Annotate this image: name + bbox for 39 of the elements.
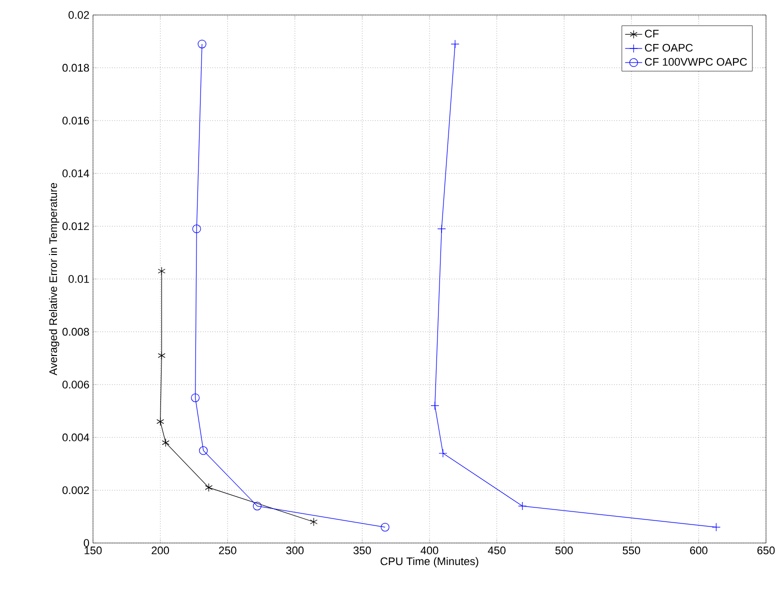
x-tick-label: 300 — [286, 546, 304, 554]
point — [158, 266, 166, 276]
y-tick-label: 0.014 — [62, 170, 90, 178]
x-tick-label: 500 — [555, 546, 573, 554]
x-tick-label: 150 — [84, 546, 102, 554]
y-tick-label: 0.006 — [62, 380, 89, 388]
point — [252, 502, 262, 510]
point — [162, 438, 170, 447]
y-tick-label: 0 — [84, 539, 90, 547]
x-tick-label: 400 — [420, 546, 438, 554]
x-tick-label: 650 — [757, 546, 775, 554]
point — [310, 518, 318, 526]
y-tick-label: 0.012 — [62, 222, 89, 230]
x-tick-label: 600 — [690, 546, 708, 554]
x-tick-label: 350 — [353, 546, 371, 554]
point — [199, 446, 208, 455]
point — [198, 40, 206, 48]
point — [190, 393, 200, 402]
point — [158, 351, 166, 360]
y-tick-label: 0.016 — [62, 116, 89, 124]
y-tick-label: 0.01 — [68, 275, 89, 283]
point — [192, 224, 201, 234]
point — [156, 417, 164, 426]
x-tick-label: 450 — [488, 546, 506, 554]
point — [380, 522, 390, 532]
legend-label: CF OAPC — [645, 44, 693, 52]
x-tick-label: 550 — [622, 546, 640, 554]
x-tick-label: 250 — [219, 546, 236, 554]
x-axis-title: CPU Time (Minutes) — [380, 557, 478, 568]
y-tick-label: 0.02 — [68, 11, 89, 19]
legend-label: CF 100VWPC OAPC — [645, 58, 747, 66]
legend-label: CF — [645, 30, 659, 38]
y-tick-label: 0.002 — [62, 486, 89, 494]
y-tick-label: 0.018 — [62, 64, 89, 72]
x-tick-label: 200 — [152, 546, 169, 554]
point — [204, 483, 213, 492]
y-axis-title: Averaged Relative Error in Temperature — [49, 183, 60, 376]
y-tick-label: 0.008 — [62, 328, 89, 336]
y-tick-label: 0.004 — [62, 434, 90, 442]
